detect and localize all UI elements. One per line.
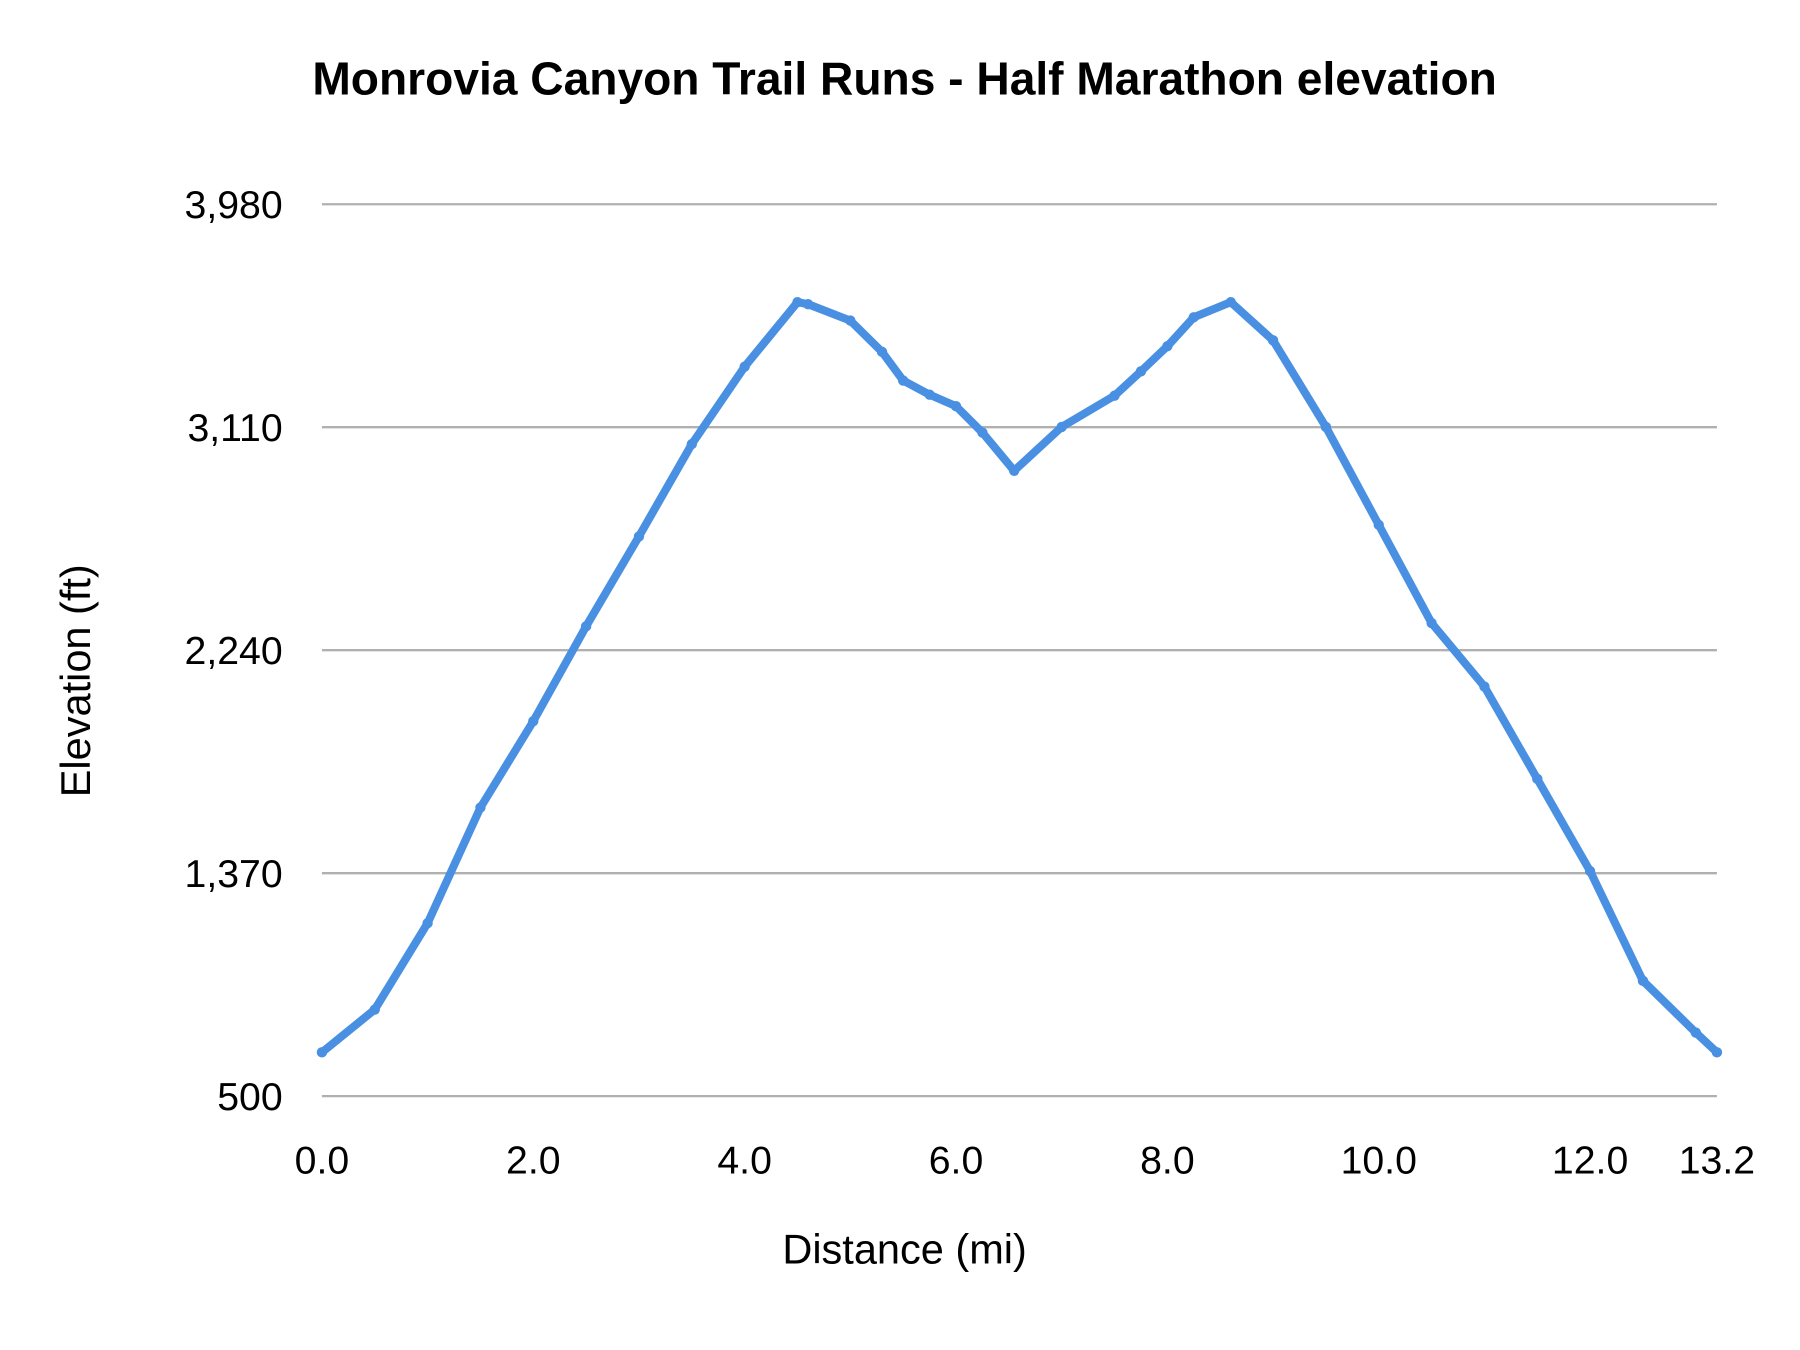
- data-point: [1162, 341, 1173, 352]
- data-point: [1690, 1027, 1701, 1038]
- elevation-series: [316, 296, 1723, 1058]
- data-point: [792, 296, 803, 308]
- x-tick-label: 2.0: [506, 1138, 561, 1182]
- data-point: [422, 917, 433, 929]
- data-point: [1109, 390, 1120, 401]
- data-point: [1711, 1047, 1723, 1058]
- x-tick-label: 12.0: [1552, 1138, 1628, 1182]
- y-tick-label: 1,370: [185, 852, 283, 896]
- data-point: [1584, 865, 1596, 877]
- data-point: [1479, 681, 1490, 692]
- data-point: [1373, 519, 1384, 531]
- data-point: [580, 621, 592, 632]
- data-point: [686, 438, 698, 450]
- chart-title: Monrovia Canyon Trail Runs - Half Marath…: [312, 53, 1496, 105]
- data-point: [802, 298, 814, 310]
- data-point: [1056, 421, 1067, 433]
- x-tick-label: 4.0: [717, 1138, 772, 1182]
- data-point: [633, 531, 645, 542]
- data-point: [950, 401, 962, 412]
- data-point: [1637, 975, 1649, 987]
- data-point: [528, 715, 539, 727]
- data-point: [369, 1004, 380, 1015]
- data-point: [876, 346, 888, 358]
- x-axis-label: Distance (mi): [782, 1225, 1027, 1272]
- data-point: [475, 802, 486, 813]
- y-tick-label: 3,980: [185, 183, 283, 227]
- y-tick-label: 500: [217, 1075, 282, 1119]
- x-tick-label: 6.0: [929, 1138, 984, 1182]
- data-point: [977, 427, 988, 438]
- data-point: [1532, 773, 1543, 785]
- data-point: [1225, 296, 1236, 308]
- data-point: [924, 389, 935, 400]
- x-tick-label: 8.0: [1140, 1138, 1195, 1182]
- data-point: [1008, 465, 1020, 476]
- data-point: [897, 375, 909, 386]
- y-tick-label: 2,240: [185, 629, 283, 673]
- data-point: [739, 361, 750, 372]
- x-tick-labels: 0.0 2.0 4.0 6.0 8.0 10.0 12.0 13.2: [295, 1138, 1755, 1182]
- data-point: [1188, 312, 1199, 323]
- y-axis-label: Elevation (ft): [52, 564, 99, 797]
- elevation-line: [317, 298, 1721, 1057]
- gridlines: [321, 203, 1717, 1098]
- data-point: [1267, 335, 1279, 346]
- data-point: [1135, 366, 1147, 377]
- y-tick-label: 3,110: [187, 406, 282, 450]
- data-point: [1320, 421, 1332, 433]
- x-tick-label: 0.0: [295, 1138, 350, 1182]
- y-tick-labels: 500 1,370 2,240 3,110 3,980: [185, 183, 283, 1119]
- data-point: [845, 315, 856, 326]
- x-tick-label: 10.0: [1341, 1138, 1417, 1182]
- x-tick-label: 13.2: [1679, 1138, 1755, 1182]
- data-point: [316, 1047, 328, 1058]
- data-point: [1426, 617, 1437, 629]
